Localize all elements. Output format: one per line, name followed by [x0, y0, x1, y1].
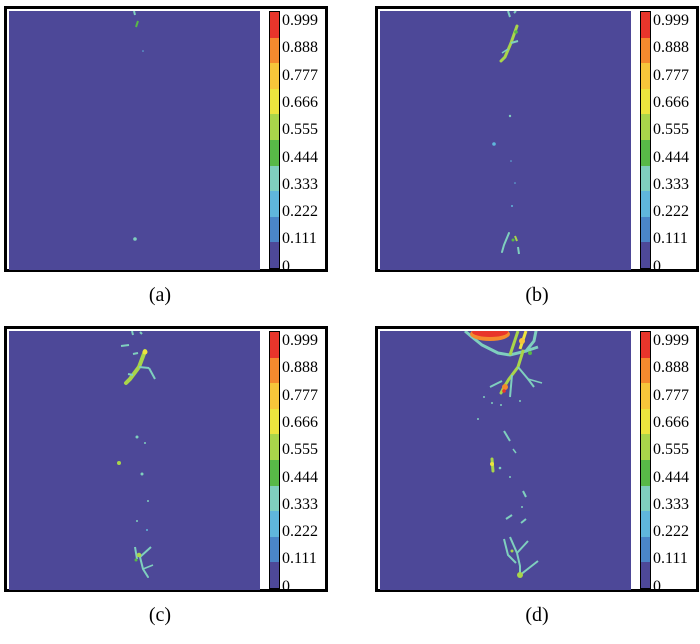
colorbar-segment — [641, 511, 650, 538]
colorbar-tick-label: 0.777 — [653, 386, 689, 404]
colorbar-segment — [270, 460, 279, 487]
colorbar-segment — [270, 140, 279, 167]
colorbar-tick-label: 0.999 — [282, 332, 318, 349]
colorbar-tick-label: 0.444 — [282, 468, 318, 486]
colorbar-segment — [641, 562, 650, 589]
colorbar-tick-label: 0.666 — [282, 413, 318, 431]
colorbar-segment — [641, 12, 650, 39]
colorbar — [269, 11, 280, 269]
colorbar-tick-label: 0.222 — [653, 203, 689, 221]
colorbar-segment — [641, 460, 650, 487]
colorbar-tick-label: 0.111 — [653, 230, 688, 248]
colorbar — [269, 331, 280, 589]
colorbar-segment — [270, 434, 279, 461]
colorbar-tick-label: 0.222 — [282, 203, 318, 221]
colorbar-segment — [270, 114, 279, 141]
colorbar-tick-label: 0.222 — [653, 523, 689, 541]
colorbar-segment — [641, 37, 650, 64]
colorbar-tick-label: 0.888 — [282, 39, 318, 57]
colorbar-tick-label: 0 — [653, 577, 661, 595]
damage-field-b — [380, 11, 631, 270]
colorbar-tick-label: 0.999 — [282, 12, 318, 29]
colorbar-tick-label: 0.111 — [653, 550, 688, 568]
colorbar-segment — [641, 216, 650, 243]
colorbar-tick-label: 0.666 — [653, 413, 689, 431]
caption-c: (c) — [148, 604, 172, 626]
colorbar-segment — [270, 485, 279, 512]
colorbar-tick-label: 0.444 — [653, 148, 689, 166]
colorbar-tick-label: 0.222 — [282, 523, 318, 541]
colorbar-segment — [641, 140, 650, 167]
caption-b: (b) — [525, 284, 549, 306]
damage-field-a — [9, 11, 260, 270]
colorbar-tick-label: 0.444 — [282, 148, 318, 166]
colorbar-segment — [270, 191, 279, 218]
colorbar-segment — [641, 242, 650, 269]
colorbar-segment — [270, 357, 279, 384]
colorbar-segment — [641, 383, 650, 410]
colorbar-tick-label: 0.777 — [282, 386, 318, 404]
colorbar-tick-label: 0 — [282, 577, 290, 595]
colorbar-tick-label: 0.333 — [653, 175, 689, 193]
panel-c: 0.999 0.888 0.777 0.666 0.555 0.444 0.333 0.222… — [4, 326, 328, 595]
colorbar-segment — [641, 191, 650, 218]
colorbar-tick-label: 0.666 — [653, 93, 689, 111]
colorbar-tick-label: 0.777 — [282, 66, 318, 84]
colorbar-segment — [270, 332, 279, 359]
colorbar-segment — [641, 485, 650, 512]
colorbar-segment — [270, 63, 279, 90]
colorbar-segment — [270, 562, 279, 589]
colorbar-segment — [270, 37, 279, 64]
colorbar-tick-label: 0.111 — [282, 230, 317, 248]
colorbar-segment — [641, 165, 650, 192]
colorbar-segment — [641, 536, 650, 563]
colorbar-segment — [270, 408, 279, 435]
colorbar-tick-label: 0.555 — [282, 121, 318, 139]
colorbar-tick-label: 0 — [653, 257, 661, 275]
colorbar-tick-label: 0.888 — [282, 359, 318, 377]
colorbar-tick-label: 0.666 — [282, 93, 318, 111]
colorbar-segment — [270, 536, 279, 563]
colorbar-segment — [270, 88, 279, 115]
damage-field-d — [380, 331, 631, 590]
colorbar-tick-label: 0 — [282, 257, 290, 275]
colorbar-tick-label: 0.111 — [282, 550, 317, 568]
colorbar-tick-label: 0.999 — [653, 12, 689, 29]
colorbar-segment — [641, 63, 650, 90]
caption-a: (a) — [148, 284, 172, 306]
colorbar-segment — [270, 165, 279, 192]
colorbar-tick-label: 0.777 — [653, 66, 689, 84]
colorbar-tick-label: 0.555 — [653, 441, 689, 459]
colorbar-segment — [641, 114, 650, 141]
colorbar-tick-label: 0.888 — [653, 39, 689, 57]
colorbar-segment — [641, 434, 650, 461]
caption-d: (d) — [525, 604, 549, 626]
colorbar-tick-label: 0.999 — [653, 332, 689, 349]
colorbar-segment — [641, 408, 650, 435]
colorbar-segment — [270, 12, 279, 39]
colorbar-segment — [270, 242, 279, 269]
colorbar-segment — [270, 511, 279, 538]
damage-field-c — [9, 331, 260, 590]
colorbar — [640, 331, 651, 589]
colorbar — [640, 11, 651, 269]
colorbar-tick-label: 0.333 — [653, 495, 689, 513]
colorbar-tick-label: 0.333 — [282, 175, 318, 193]
colorbar-tick-label: 0.444 — [653, 468, 689, 486]
colorbar-segment — [270, 216, 279, 243]
colorbar-tick-label: 0.888 — [653, 359, 689, 377]
colorbar-tick-label: 0.333 — [282, 495, 318, 513]
colorbar-tick-label: 0.555 — [282, 441, 318, 459]
panel-d: 0.999 0.888 0.777 0.666 0.555 0.444 0.333 0.222… — [375, 326, 699, 595]
colorbar-tick-label: 0.555 — [653, 121, 689, 139]
colorbar-segment — [270, 383, 279, 410]
colorbar-segment — [641, 332, 650, 359]
colorbar-segment — [641, 88, 650, 115]
colorbar-segment — [641, 357, 650, 384]
panel-b: 0.999 0.888 0.777 0.666 0.555 0.444 0.333 0.222… — [375, 6, 699, 275]
panel-a: 0.999 0.888 0.777 0.666 0.555 0.444 0.333 0.222… — [4, 6, 328, 275]
